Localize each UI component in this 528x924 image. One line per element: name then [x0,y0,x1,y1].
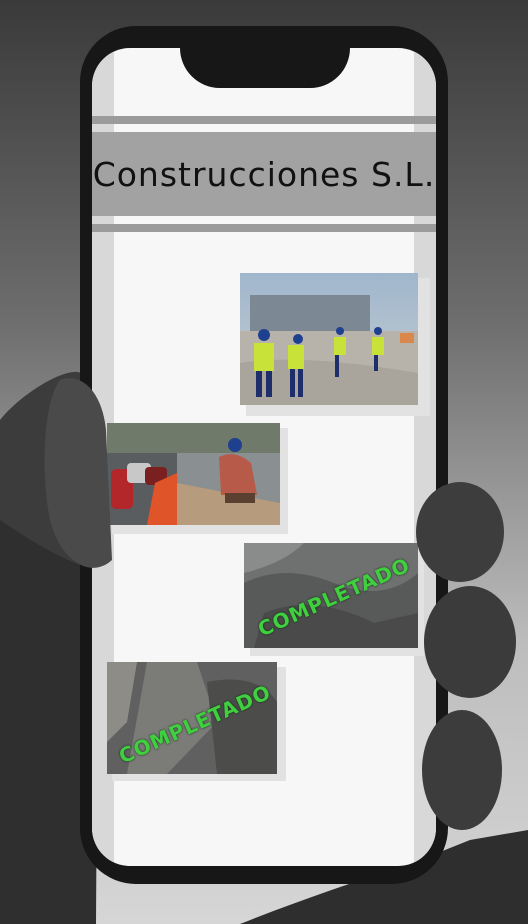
photo-completed-1[interactable]: COMPLETADO [244,543,418,648]
photo-workers-walking[interactable] [240,273,418,405]
photo-worker-road-image [107,423,280,525]
photo-completed-1-image [244,543,418,648]
photo-completed-2-image [107,662,277,774]
photo-completed-2[interactable]: COMPLETADO [107,662,277,774]
header-title-bar: Construcciones S.L. [92,132,436,216]
brand-title: Construcciones S.L. [92,154,436,194]
photo-workers-walking-image [240,273,418,405]
header-top-line [92,116,436,124]
header-bottom-line [92,224,436,232]
photo-worker-road[interactable] [107,423,280,525]
app-header: Construcciones S.L. [92,116,436,232]
phone-notch [180,26,350,88]
